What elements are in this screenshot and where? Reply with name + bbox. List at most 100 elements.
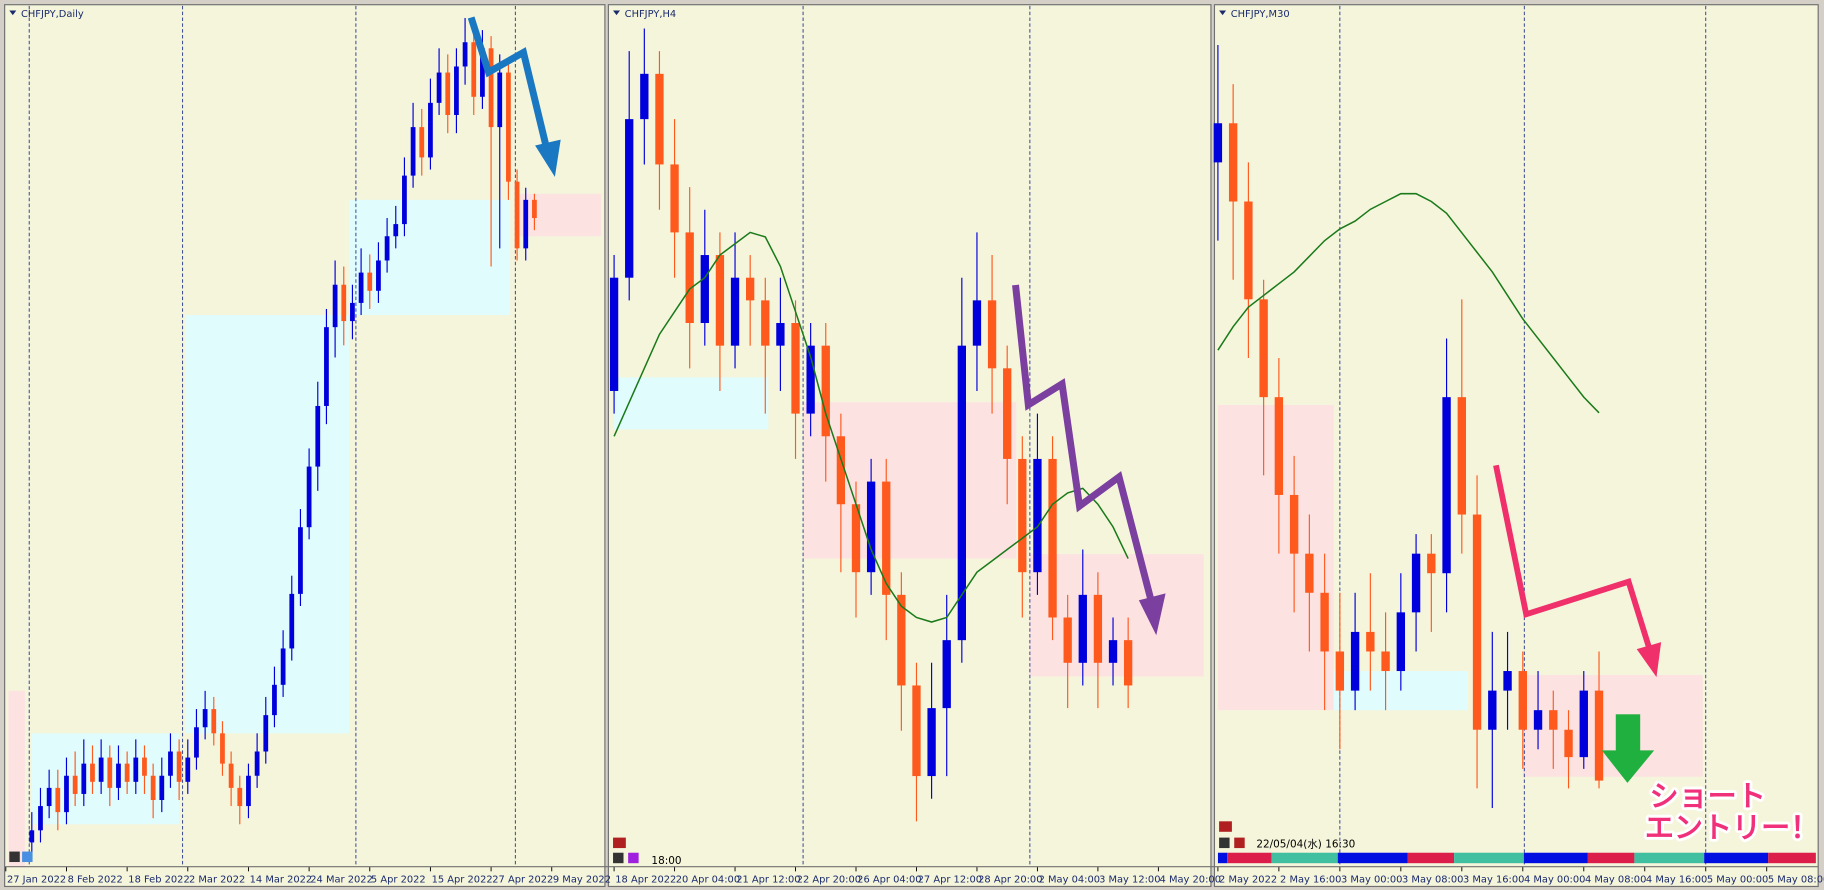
candle-body xyxy=(1549,710,1558,730)
candle-body xyxy=(298,527,303,594)
candle-body xyxy=(254,751,260,776)
candle-body xyxy=(806,345,815,414)
candle-body xyxy=(506,72,511,182)
candle-body xyxy=(1366,631,1375,652)
chart-title: CHFJPY,M30 xyxy=(1231,9,1290,20)
session xyxy=(1454,852,1524,864)
candle-body xyxy=(246,775,251,807)
candle-body xyxy=(1427,553,1436,574)
candle-body xyxy=(1503,671,1512,691)
candle-body xyxy=(1350,631,1360,691)
icon[interactable] xyxy=(613,852,624,864)
candle-body xyxy=(1123,640,1133,686)
candle-body xyxy=(1579,690,1588,758)
candle-body xyxy=(1259,299,1268,398)
x-tick-label: 4 May 20:00 xyxy=(1160,874,1221,885)
candle-body xyxy=(237,787,243,807)
session xyxy=(1587,852,1635,864)
charts: 27 Jan 2022 8 Feb 2022 18 Feb 2022 2 Mar 20… xyxy=(5,5,1824,885)
zone xyxy=(614,377,769,430)
candle-body xyxy=(150,775,156,801)
candle-body xyxy=(1381,651,1390,672)
candle-body xyxy=(957,345,966,641)
candle-body xyxy=(185,757,191,782)
zone xyxy=(803,402,1017,559)
moving-average xyxy=(613,231,1129,623)
session xyxy=(1337,852,1408,864)
candle-body xyxy=(133,757,139,782)
icon[interactable] xyxy=(1219,837,1230,849)
zone xyxy=(185,315,349,734)
x-tick-label: 5 Apr 2022 xyxy=(371,874,426,885)
x-tick-label: 3 May 08:00 xyxy=(1402,874,1463,885)
x-tick-label: 5 May 00:00 xyxy=(1707,874,1768,885)
candle-body xyxy=(90,763,95,782)
title-marker xyxy=(9,10,17,16)
icon[interactable] xyxy=(9,851,20,863)
icon[interactable] xyxy=(22,851,33,863)
candle-body xyxy=(1396,612,1406,672)
candle-body xyxy=(1518,671,1527,730)
candle-body xyxy=(514,181,520,249)
candle-body xyxy=(670,164,679,233)
icon[interactable] xyxy=(628,852,639,864)
session xyxy=(1217,852,1228,864)
candle-body xyxy=(81,763,87,794)
time-label: 18:00 xyxy=(651,855,681,867)
candle-body xyxy=(912,685,921,777)
candle-body xyxy=(987,300,997,369)
x-tick-label: 28 Apr 20:00 xyxy=(978,874,1042,885)
candle-body xyxy=(64,775,69,813)
x-tick-label: 22 Apr 20:00 xyxy=(797,874,861,885)
icon[interactable] xyxy=(1234,837,1245,849)
time-label: 22/05/04(水) 16:30 xyxy=(1256,839,1355,851)
candle-body xyxy=(324,327,329,406)
candle-body xyxy=(194,727,199,758)
overlay: 18:00 22/05/04(水) 16:30 ショート エントリー！ xyxy=(4,16,1822,868)
candle-body xyxy=(384,236,390,261)
x-tick-label: 18 Apr 2022 xyxy=(615,874,676,885)
x-tick-label: 2 May 2022 xyxy=(1219,874,1277,885)
candle-body xyxy=(897,594,906,686)
x-tick-label: 5 May 08:00 xyxy=(1768,874,1824,885)
candle-body xyxy=(1003,368,1012,459)
candle-body xyxy=(471,42,477,97)
session xyxy=(1271,852,1338,864)
candle-body xyxy=(1533,710,1543,730)
x-tick-label: 2 May 16:00 xyxy=(1280,874,1341,885)
candle-body xyxy=(46,787,52,807)
zone xyxy=(519,193,602,237)
candle-body xyxy=(168,751,173,776)
candle-body xyxy=(142,757,147,776)
candle-body xyxy=(367,272,373,291)
arrow xyxy=(1012,284,1156,604)
candle-body xyxy=(332,284,338,328)
candle-body xyxy=(211,709,217,734)
candle-body xyxy=(428,102,433,158)
candle-body xyxy=(480,48,485,97)
candle-body xyxy=(625,119,634,278)
candle-body xyxy=(866,481,876,573)
arrow-head xyxy=(1636,642,1662,678)
icon[interactable] xyxy=(613,837,626,849)
candle-body xyxy=(38,806,43,831)
candle-body xyxy=(1228,123,1238,202)
icon[interactable] xyxy=(1219,821,1232,832)
candle-body xyxy=(1078,594,1087,663)
candle-body xyxy=(454,66,459,115)
candle-body xyxy=(882,481,891,595)
candle-body xyxy=(791,323,800,414)
title-marker xyxy=(613,10,621,16)
candle-body xyxy=(532,199,537,219)
session xyxy=(1768,852,1816,864)
x-tick-label: 15 Apr 2022 xyxy=(432,874,493,885)
x-tick-label: 3 May 00:00 xyxy=(1341,874,1402,885)
candle-body xyxy=(1108,640,1118,663)
candle-body xyxy=(1213,123,1223,163)
x-tick-label: 2 Mar 2022 xyxy=(189,874,245,885)
candle-body xyxy=(202,709,208,728)
x-tick-label: 27 Apr 12:00 xyxy=(918,874,982,885)
candle-body xyxy=(746,277,755,301)
